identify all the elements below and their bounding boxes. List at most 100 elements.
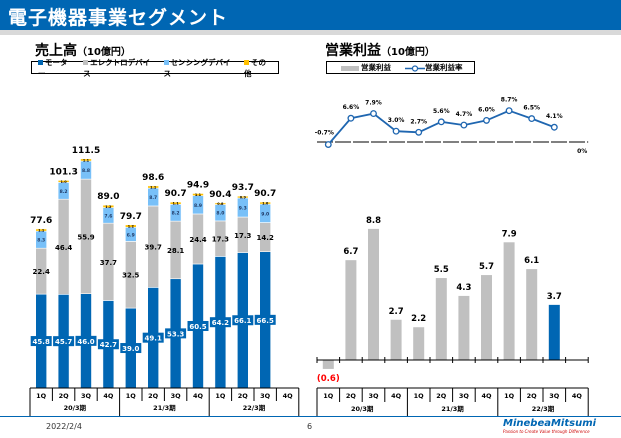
sales-total-label: 111.5 bbox=[72, 146, 100, 156]
margin-value-label: 2.7% bbox=[410, 118, 427, 125]
profit-bar bbox=[368, 228, 379, 360]
profit-value-label: 5.7 bbox=[479, 262, 494, 272]
motor-label-bg bbox=[254, 314, 276, 325]
margin-point bbox=[550, 123, 558, 131]
page-title: 電子機器事業セグメント bbox=[8, 7, 229, 29]
footer-divider bbox=[0, 416, 621, 417]
motor-value-label: 46.0 bbox=[77, 338, 94, 346]
margin-value-label: 3.0% bbox=[388, 117, 405, 124]
sensing-value-label: 8.7 bbox=[149, 195, 157, 201]
profit-quarter-label: 3Q bbox=[368, 392, 379, 400]
sensing-value-label: 8.9 bbox=[194, 203, 202, 209]
profit-value-label: 3.7 bbox=[547, 292, 562, 302]
electro-value-label: 37.7 bbox=[100, 259, 117, 267]
sensing-value-label: 7.6 bbox=[104, 213, 112, 219]
profit-value-label: 6.7 bbox=[343, 247, 358, 257]
sales-bar-other bbox=[259, 201, 272, 205]
profit-quarter-label: 4Q bbox=[481, 392, 492, 400]
sensing-value-label: 9.0 bbox=[261, 211, 269, 217]
sensing-value-label: 6.9 bbox=[127, 232, 135, 238]
sales-period-label: 20/3期 bbox=[64, 403, 87, 412]
sales-quarter-label: 1Q bbox=[215, 392, 226, 400]
legend-sensing: センシングデバイス bbox=[163, 57, 231, 78]
sales-quarter-label: 4Q bbox=[283, 392, 294, 400]
sales-quarter-label: 2Q bbox=[148, 392, 159, 400]
margin-point bbox=[460, 121, 468, 129]
sensing-value-label: 9.3 bbox=[239, 205, 247, 211]
sales-total-label: 98.6 bbox=[142, 173, 164, 183]
profit-title-text: 営業利益 bbox=[325, 43, 381, 59]
margin-point bbox=[347, 114, 355, 122]
profit-bar bbox=[435, 278, 447, 360]
legend-motor: モーター bbox=[38, 57, 68, 78]
legend-electro: エレクトロデバイス bbox=[83, 57, 151, 78]
profit-value-label: 2.2 bbox=[411, 314, 426, 324]
sensing-value-label: 8.2 bbox=[60, 189, 68, 195]
electro-value-label: 55.9 bbox=[77, 233, 94, 241]
motor-label-bg bbox=[75, 335, 97, 346]
motor-label-bg bbox=[97, 339, 119, 350]
margin-value-label: 7.9% bbox=[365, 100, 382, 107]
profit-quarter-label: 1Q bbox=[504, 392, 515, 400]
motor-value-label: 53.3 bbox=[167, 330, 184, 338]
profit-period-label: 22/3期 bbox=[532, 404, 555, 413]
sensing-value-label: 8.0 bbox=[216, 211, 224, 217]
sales-total-label: 89.0 bbox=[97, 192, 119, 202]
profit-value-label: 6.1 bbox=[524, 256, 539, 266]
margin-value-label: 5.6% bbox=[433, 108, 450, 115]
legend-margin: 営業利益率 bbox=[405, 62, 463, 73]
sales-quarter-label: 3Q bbox=[171, 392, 182, 400]
sales-quarter-label: 1Q bbox=[36, 392, 47, 400]
motor-label-bg bbox=[232, 315, 254, 326]
sales-quarter-label: 2Q bbox=[238, 392, 249, 400]
profit-value-label: 4.3 bbox=[456, 283, 471, 293]
profit-bar bbox=[458, 295, 470, 360]
sales-quarter-label: 3Q bbox=[260, 392, 271, 400]
electro-value-label: 32.5 bbox=[122, 272, 139, 280]
profit-value-label: 2.7 bbox=[389, 307, 404, 317]
sales-bar-other bbox=[147, 185, 159, 189]
sales-unit: （10億円） bbox=[77, 47, 131, 58]
company-logo: MinebeaMitsumi Passion to Create Value th… bbox=[503, 419, 596, 435]
motor-value-label: 45.7 bbox=[55, 338, 72, 346]
profit-value-label: 8.8 bbox=[366, 216, 381, 226]
sales-period-label: 21/3期 bbox=[153, 403, 176, 412]
margin-point bbox=[437, 118, 445, 126]
motor-label-bg bbox=[30, 336, 52, 347]
margin-value-label: 6.0% bbox=[478, 106, 495, 113]
margin-value-label: 6.5% bbox=[523, 105, 540, 112]
other-value-label: 1.2 bbox=[128, 225, 135, 229]
motor-value-label: 66.1 bbox=[234, 317, 251, 325]
motor-value-label: 66.5 bbox=[257, 317, 274, 325]
motor-label-bg bbox=[209, 317, 231, 328]
sales-total-label: 90.7 bbox=[254, 189, 276, 199]
other-value-label: 1.2 bbox=[105, 205, 112, 209]
sales-quarter-label: 1Q bbox=[126, 392, 137, 400]
other-value-label: 1.1 bbox=[38, 229, 45, 233]
profit-quarter-label: 4Q bbox=[391, 392, 402, 400]
sales-bar-other bbox=[169, 201, 182, 205]
sales-total-label: 90.4 bbox=[209, 190, 231, 200]
sales-title-text: 売上高 bbox=[35, 43, 77, 59]
margin-value-label: 6.6% bbox=[343, 104, 360, 111]
margin-point bbox=[392, 127, 400, 135]
logo-tagline: Passion to Create Value through Differen… bbox=[503, 429, 590, 434]
electro-value-label: 17.3 bbox=[234, 232, 251, 240]
profit-legend: 営業利益 営業利益率 bbox=[326, 61, 475, 74]
electro-value-label: 24.4 bbox=[189, 236, 206, 244]
motor-value-label: 42.7 bbox=[100, 341, 117, 349]
profit-bar bbox=[481, 275, 492, 360]
sales-quarter-label: 3Q bbox=[81, 392, 92, 400]
margin-point bbox=[370, 110, 377, 118]
profit-bar bbox=[390, 319, 402, 360]
sales-total-label: 77.6 bbox=[30, 216, 52, 226]
sales-bar-other bbox=[125, 224, 137, 228]
sales-total-label: 90.7 bbox=[164, 189, 186, 199]
other-value-label: 1.1 bbox=[172, 202, 179, 206]
sales-bar-other bbox=[214, 202, 227, 205]
motor-value-label: 39.0 bbox=[122, 345, 139, 353]
other-value-label: 1.0 bbox=[60, 180, 67, 184]
other-value-label: 1.1 bbox=[150, 185, 157, 189]
motor-value-label: 49.1 bbox=[145, 335, 162, 343]
